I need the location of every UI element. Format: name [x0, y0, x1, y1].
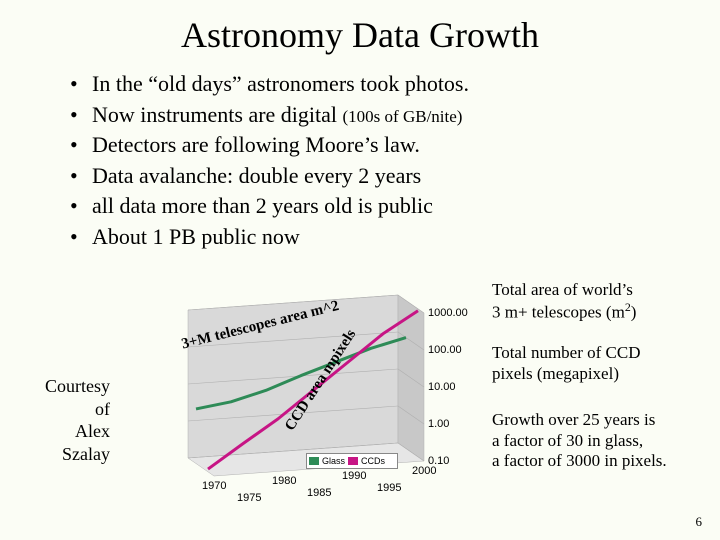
- caption-line: Total area of world’s: [492, 280, 633, 299]
- credit-line: Courtesy: [22, 375, 110, 398]
- caption-line: Total number of CCD: [492, 343, 640, 362]
- x-tick-label: 1985: [307, 487, 331, 499]
- bullet-icon: •: [70, 102, 92, 128]
- legend-swatch-ccds: [348, 457, 358, 465]
- bullet-paren: (100s of GB/nite): [343, 107, 463, 126]
- list-item: • all data more than 2 years old is publ…: [70, 192, 720, 220]
- bullet-text: all data more than 2 years old is public: [92, 192, 433, 220]
- caption-ccd-pixels: Total number of CCD pixels (megapixel): [492, 343, 710, 384]
- bullet-icon: •: [70, 193, 92, 219]
- caption-line: ): [631, 303, 637, 322]
- bullet-icon: •: [70, 224, 92, 250]
- y-tick-label: 10.00: [428, 381, 456, 393]
- caption-line: a factor of 30 in glass,: [492, 431, 643, 450]
- list-item: • About 1 PB public now: [70, 223, 720, 251]
- bullet-text: In the “old days” astronomers took photo…: [92, 70, 469, 98]
- bullet-icon: •: [70, 71, 92, 97]
- legend-label: CCDs: [361, 456, 385, 466]
- credit-line: of: [22, 398, 110, 421]
- legend-swatch-glass: [309, 457, 319, 465]
- bullet-icon: •: [70, 163, 92, 189]
- caption-line: a factor of 3000 in pixels.: [492, 451, 667, 470]
- growth-chart: 1000.00100.0010.001.000.10 1970197519801…: [148, 285, 478, 525]
- x-tick-label: 2000: [412, 465, 436, 477]
- bullet-text: Detectors are following Moore’s law.: [92, 131, 420, 159]
- list-item: • Now instruments are digital (100s of G…: [70, 101, 720, 129]
- bullet-icon: •: [70, 132, 92, 158]
- legend-label: Glass: [322, 456, 345, 466]
- caption-telescope-area: Total area of world’s 3 m+ telescopes (m…: [492, 280, 710, 323]
- bullet-list: • In the “old days” astronomers took pho…: [0, 64, 720, 250]
- chart-legend: Glass CCDs: [306, 453, 398, 469]
- caption-line: 3 m+ telescopes (m: [492, 303, 625, 322]
- x-tick-label: 1995: [377, 482, 401, 494]
- x-tick-label: 1980: [272, 475, 296, 487]
- page-title: Astronomy Data Growth: [0, 0, 720, 64]
- y-tick-label: 1000.00: [428, 307, 468, 319]
- x-tick-label: 1970: [202, 480, 226, 492]
- lower-region: Courtesy of Alex Szalay 1000.00 100.00 10.…: [0, 280, 720, 540]
- right-column: Total area of world’s 3 m+ telescopes (m…: [492, 280, 710, 491]
- caption-growth-summary: Growth over 25 years is a factor of 30 i…: [492, 410, 710, 471]
- bullet-main: Now instruments are digital: [92, 102, 343, 127]
- y-tick-label: 100.00: [428, 344, 462, 356]
- caption-line: Growth over 25 years is: [492, 410, 655, 429]
- list-item: • In the “old days” astronomers took pho…: [70, 70, 720, 98]
- list-item: • Detectors are following Moore’s law.: [70, 131, 720, 159]
- bullet-text: Now instruments are digital (100s of GB/…: [92, 101, 462, 129]
- x-tick-label: 1975: [237, 492, 261, 504]
- x-tick-label: 1990: [342, 470, 366, 482]
- list-item: • Data avalanche: double every 2 years: [70, 162, 720, 190]
- caption-line: pixels (megapixel): [492, 364, 619, 383]
- y-tick-label: 1.00: [428, 418, 449, 430]
- bullet-text: Data avalanche: double every 2 years: [92, 162, 421, 190]
- bullet-text: About 1 PB public now: [92, 223, 300, 251]
- page-number: 6: [696, 514, 703, 530]
- credit-block: Courtesy of Alex Szalay: [22, 375, 110, 465]
- credit-line: Szalay: [22, 443, 110, 466]
- credit-line: Alex: [22, 420, 110, 443]
